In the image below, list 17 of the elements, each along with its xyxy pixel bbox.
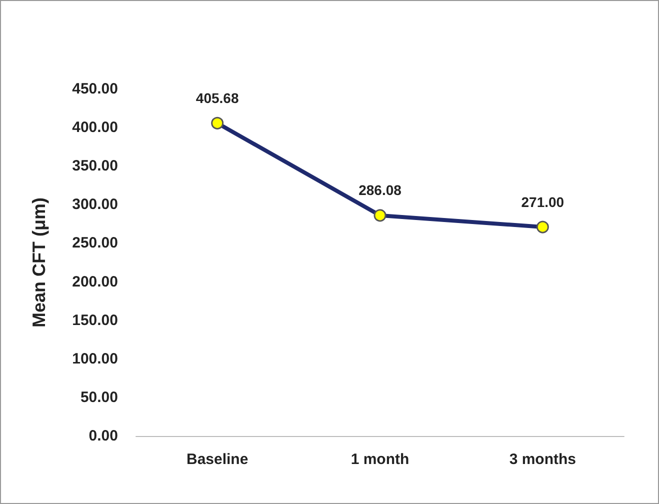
y-tick-label: 50.00: [80, 388, 118, 406]
x-tick-label: 1 month: [350, 451, 410, 468]
y-tick-label: 200.00: [72, 273, 118, 290]
x-tick-label: 3 months: [509, 451, 576, 468]
y-tick-label: 100.00: [72, 350, 118, 368]
y-tick-label: 300.00: [72, 196, 118, 214]
y-axis-title: Mean CFT (μm): [29, 197, 49, 328]
y-tick-label: 450.00: [72, 80, 118, 98]
y-tick-label: 350.00: [72, 158, 118, 175]
data-label: 405.68: [196, 90, 239, 106]
y-tick-label: 150.00: [72, 312, 118, 329]
y-tick-label: 400.00: [72, 119, 118, 136]
x-tick-label: Baseline: [186, 451, 248, 468]
y-tick-label: 250.00: [72, 234, 118, 252]
data-label: 271.00: [521, 194, 564, 210]
data-label: 286.08: [358, 182, 402, 198]
y-tick-label: 0.00: [88, 428, 118, 444]
